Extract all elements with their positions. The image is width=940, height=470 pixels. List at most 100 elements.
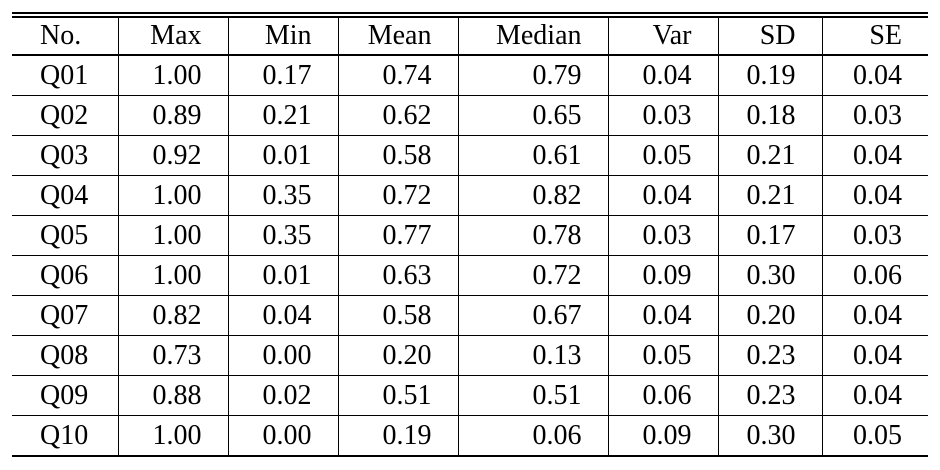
cell: 0.03	[607, 215, 718, 256]
cell: 0.30	[717, 415, 822, 457]
cell: 0.04	[821, 175, 928, 216]
cell: 0.51	[337, 375, 458, 416]
cell: 0.04	[821, 55, 928, 96]
cell: 0.63	[337, 255, 458, 296]
row-label: Q05	[12, 215, 118, 256]
row-label: Q06	[12, 255, 118, 296]
stats-table: No. Max Min Mean Median Var SD SE Q01 1.00 0.17 0.…	[12, 12, 928, 457]
cell: 0.73	[117, 335, 228, 376]
cell: 0.09	[607, 255, 718, 296]
cell: 0.58	[337, 135, 458, 176]
cell: 0.09	[607, 415, 718, 457]
cell: 0.61	[457, 135, 608, 176]
cell: 0.06	[607, 375, 718, 416]
table-row: Q09 0.88 0.02 0.51 0.51 0.06 0.23 0.04	[12, 375, 928, 416]
cell: 0.04	[607, 55, 718, 96]
cell: 0.17	[227, 55, 338, 96]
cell: 0.20	[337, 335, 458, 376]
cell: 0.51	[457, 375, 608, 416]
row-label: Q03	[12, 135, 118, 176]
cell: 0.78	[457, 215, 608, 256]
header-cell: Var	[607, 15, 718, 56]
table-row: Q07 0.82 0.04 0.58 0.67 0.04 0.20 0.04	[12, 295, 928, 336]
cell: 0.82	[457, 175, 608, 216]
cell: 0.06	[457, 415, 608, 457]
cell: 0.03	[821, 215, 928, 256]
row-label: Q10	[12, 415, 118, 457]
cell: 0.04	[607, 295, 718, 336]
cell: 0.03	[607, 95, 718, 136]
cell: 0.21	[227, 95, 338, 136]
header-cell: Median	[457, 15, 608, 56]
cell: 0.35	[227, 215, 338, 256]
cell: 0.00	[227, 335, 338, 376]
cell: 0.01	[227, 255, 338, 296]
header-cell: Mean	[337, 15, 458, 56]
table-body: Q01 1.00 0.17 0.74 0.79 0.04 0.19 0.04 Q02 0.89 0.…	[12, 55, 928, 457]
cell: 0.62	[337, 95, 458, 136]
cell: 0.05	[607, 135, 718, 176]
header-cell: SD	[717, 15, 822, 56]
header-cell: No.	[12, 15, 118, 56]
table-row: Q02 0.89 0.21 0.62 0.65 0.03 0.18 0.03	[12, 95, 928, 136]
cell: 0.58	[337, 295, 458, 336]
table-row: Q06 1.00 0.01 0.63 0.72 0.09 0.30 0.06	[12, 255, 928, 296]
cell: 0.05	[607, 335, 718, 376]
cell: 0.03	[821, 95, 928, 136]
cell: 0.18	[717, 95, 822, 136]
row-label: Q04	[12, 175, 118, 216]
cell: 0.30	[717, 255, 822, 296]
row-label: Q09	[12, 375, 118, 416]
cell: 0.13	[457, 335, 608, 376]
cell: 0.23	[717, 375, 822, 416]
cell: 1.00	[117, 175, 228, 216]
cell: 0.02	[227, 375, 338, 416]
cell: 0.00	[227, 415, 338, 457]
cell: 0.04	[607, 175, 718, 216]
cell: 0.19	[717, 55, 822, 96]
header-cell: Max	[117, 15, 228, 56]
cell: 0.20	[717, 295, 822, 336]
table-row: Q04 1.00 0.35 0.72 0.82 0.04 0.21 0.04	[12, 175, 928, 216]
table-row: Q03 0.92 0.01 0.58 0.61 0.05 0.21 0.04	[12, 135, 928, 176]
cell: 0.04	[227, 295, 338, 336]
cell: 1.00	[117, 55, 228, 96]
cell: 0.89	[117, 95, 228, 136]
cell: 0.67	[457, 295, 608, 336]
table-row: Q08 0.73 0.00 0.20 0.13 0.05 0.23 0.04	[12, 335, 928, 376]
cell: 0.77	[337, 215, 458, 256]
cell: 0.92	[117, 135, 228, 176]
cell: 0.82	[117, 295, 228, 336]
cell: 0.06	[821, 255, 928, 296]
table-row: Q01 1.00 0.17 0.74 0.79 0.04 0.19 0.04	[12, 55, 928, 96]
cell: 0.04	[821, 375, 928, 416]
cell: 0.72	[457, 255, 608, 296]
cell: 1.00	[117, 215, 228, 256]
row-label: Q02	[12, 95, 118, 136]
row-label: Q08	[12, 335, 118, 376]
header-cell: SE	[821, 15, 928, 56]
cell: 1.00	[117, 415, 228, 457]
cell: 0.01	[227, 135, 338, 176]
row-label: Q07	[12, 295, 118, 336]
cell: 0.88	[117, 375, 228, 416]
cell: 0.04	[821, 335, 928, 376]
cell: 0.65	[457, 95, 608, 136]
cell: 0.79	[457, 55, 608, 96]
cell: 0.74	[337, 55, 458, 96]
table-row: Q10 1.00 0.00 0.19 0.06 0.09 0.30 0.05	[12, 415, 928, 457]
cell: 0.04	[821, 295, 928, 336]
cell: 0.23	[717, 335, 822, 376]
table-row: Q05 1.00 0.35 0.77 0.78 0.03 0.17 0.03	[12, 215, 928, 256]
cell: 0.17	[717, 215, 822, 256]
cell: 0.21	[717, 135, 822, 176]
cell: 0.19	[337, 415, 458, 457]
header-row: No. Max Min Mean Median Var SD SE	[12, 15, 928, 56]
row-label: Q01	[12, 55, 118, 96]
cell: 0.72	[337, 175, 458, 216]
header-cell: Min	[227, 15, 338, 56]
cell: 0.35	[227, 175, 338, 216]
cell: 1.00	[117, 255, 228, 296]
cell: 0.04	[821, 135, 928, 176]
